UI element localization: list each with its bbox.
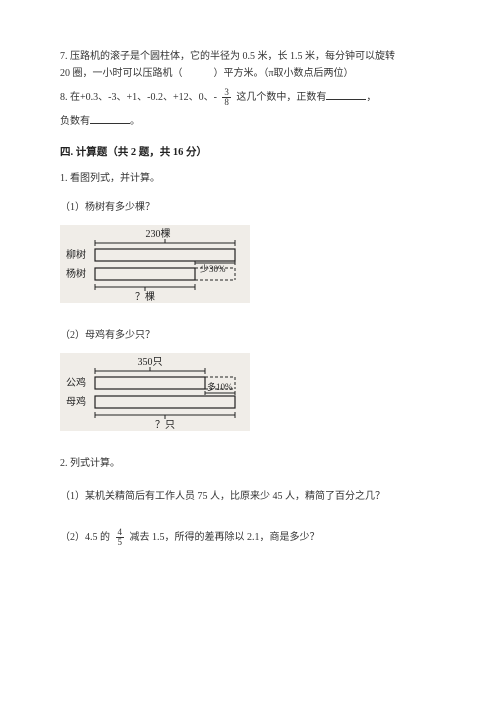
question-8: 8. 在+0.3、-3、+1、-0.2、+12、0、- 38 这几个数中，正数有…: [60, 88, 440, 130]
calc2-fraction: 45: [116, 528, 125, 547]
diagram-1-svg: 230棵 柳树 杨树 少30% ？棵: [60, 225, 250, 303]
calc1-sub1: （1）杨树有多少棵？: [60, 198, 440, 213]
calc2-sub1: （1）某机关精简后有工作人员 75 人，比原来少 45 人，精简了百分之几？: [60, 487, 440, 502]
calc1-title: 1. 看图列式，并计算。: [60, 169, 440, 184]
q7-line2a: 20 圈，一小时可以压路机（: [60, 68, 183, 79]
diagram-1: 230棵 柳树 杨树 少30% ？棵: [60, 225, 440, 308]
diagram-2-svg: 350只 公鸡 母鸡 多10% ？只: [60, 353, 250, 431]
section-4-title: 四. 计算题（共 2 题，共 16 分）: [60, 144, 440, 159]
q8-prefix: 8. 在+0.3、-3、+1、-0.2、+12、0、-: [60, 92, 219, 103]
d1-bottom-label: ？棵: [135, 290, 155, 303]
q7-line2b: ）平方米。（π取小数点后两位）: [214, 68, 354, 79]
calc2-sub2a: （2）4.5 的: [60, 532, 113, 543]
d1-left-top: 柳树: [66, 248, 86, 261]
q8-fraction: 38: [222, 88, 231, 107]
q8-neg-label: 负数有: [60, 116, 90, 127]
d2-bottom-label: ？只: [155, 420, 175, 431]
d2-top-label: 350只: [138, 357, 163, 368]
q8-comma: ，: [366, 92, 376, 103]
q8-period: 。: [130, 116, 140, 127]
d2-left-bot: 母鸡: [66, 395, 86, 408]
q8-blank2: [90, 114, 130, 124]
calc2-frac-den: 5: [116, 538, 125, 547]
calc2-sub2: （2）4.5 的 45 减去 1.5，所得的差再除以 2.1，商是多少？: [60, 528, 440, 547]
d2-left-top: 公鸡: [66, 376, 86, 389]
diagram-2: 350只 公鸡 母鸡 多10% ？只: [60, 353, 440, 436]
d1-top-label: 230棵: [146, 227, 171, 240]
calc2-title: 2. 列式计算。: [60, 454, 440, 469]
q8-frac-den: 8: [222, 98, 231, 107]
d1-right-label: 少30%: [200, 264, 226, 274]
calc1-sub2: （2）母鸡有多少只？: [60, 326, 440, 341]
q8-blank1: [326, 90, 366, 100]
d2-right-label: 多10%: [207, 381, 233, 392]
q8-after-frac: 这几个数中，正数有: [234, 92, 327, 103]
d1-left-bot: 杨树: [66, 267, 86, 280]
question-7: 7. 压路机的滚子是个圆柱体，它的半径为 0.5 米，长 1.5 米，每分钟可以…: [60, 48, 440, 82]
calc2-sub2b: 减去 1.5，所得的差再除以 2.1，商是多少？: [127, 532, 320, 543]
q7-line1: 7. 压路机的滚子是个圆柱体，它的半径为 0.5 米，长 1.5 米，每分钟可以…: [60, 51, 395, 62]
